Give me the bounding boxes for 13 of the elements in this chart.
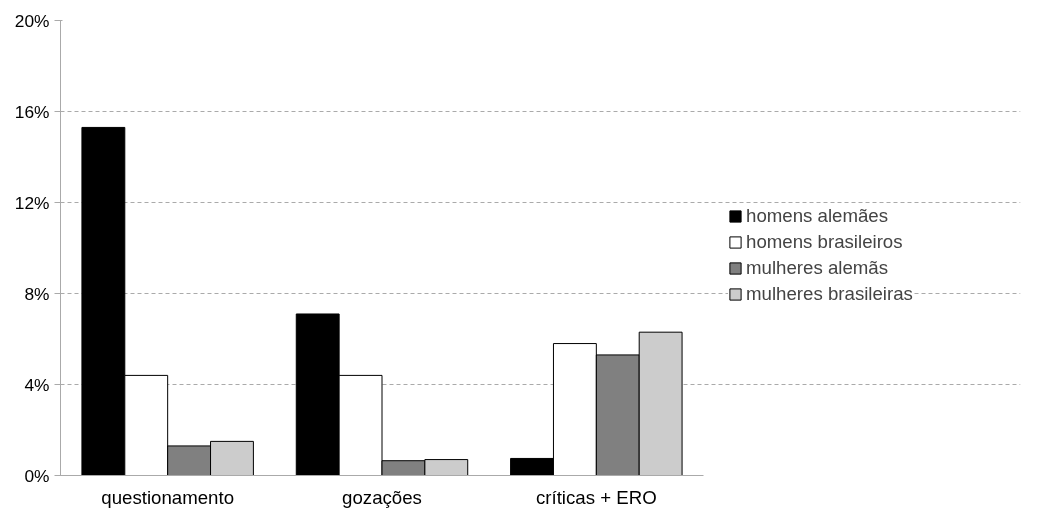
legend-label: mulheres alemãs bbox=[746, 257, 889, 279]
y-tick-label: 4% bbox=[24, 374, 50, 395]
x-tick-label: gozações bbox=[342, 486, 422, 508]
legend-label: homens alemães bbox=[746, 205, 889, 227]
legend-label: mulheres brasileiras bbox=[746, 283, 913, 305]
legend-label: homens brasileiros bbox=[746, 231, 903, 253]
y-tick-label: 8% bbox=[24, 283, 50, 304]
y-tick-label: 0% bbox=[24, 465, 50, 486]
x-tick-label: críticas + ERO bbox=[535, 486, 657, 508]
y-tick-label: 20% bbox=[14, 10, 50, 31]
y-tick-label: 12% bbox=[14, 192, 50, 213]
x-tick-label: questionamento bbox=[101, 486, 235, 508]
y-tick-label: 16% bbox=[14, 101, 50, 122]
